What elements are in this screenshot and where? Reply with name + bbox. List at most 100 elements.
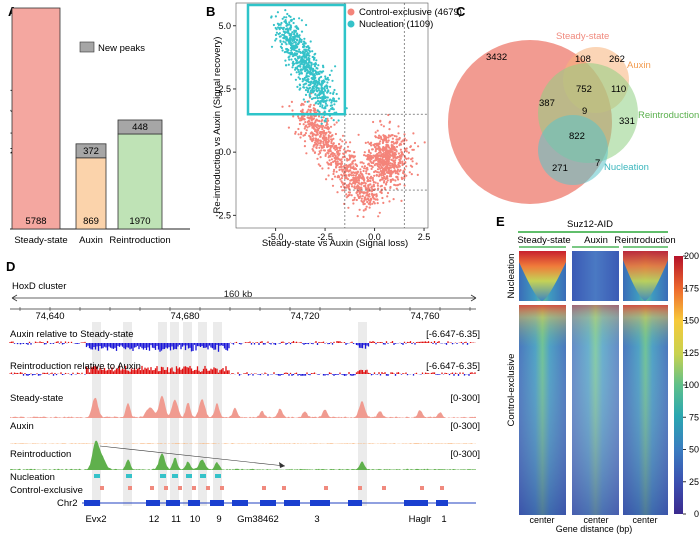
point-control-exclusive bbox=[330, 141, 333, 145]
point-nucleation bbox=[308, 86, 312, 89]
point-control-exclusive bbox=[376, 184, 379, 187]
point-control-exclusive bbox=[402, 163, 405, 166]
point-control-exclusive bbox=[306, 126, 309, 129]
point-nucleation bbox=[291, 39, 294, 43]
point-nucleation bbox=[277, 33, 280, 36]
point-control-exclusive bbox=[403, 133, 406, 136]
point-control-exclusive bbox=[345, 166, 348, 169]
gene-exon bbox=[348, 500, 362, 506]
point-nucleation bbox=[308, 94, 311, 97]
point-control-exclusive bbox=[361, 195, 364, 198]
point-control-exclusive bbox=[382, 167, 385, 170]
gene-exon bbox=[210, 500, 224, 506]
point-control-exclusive bbox=[367, 149, 371, 152]
point-control-exclusive bbox=[363, 184, 366, 188]
point-nucleation bbox=[304, 93, 308, 96]
point-control-exclusive bbox=[358, 182, 361, 185]
point-control-exclusive bbox=[407, 157, 410, 160]
point-control-exclusive bbox=[385, 139, 388, 142]
point-control-exclusive bbox=[382, 149, 385, 152]
point-control-exclusive bbox=[346, 149, 350, 152]
point-nucleation bbox=[297, 42, 300, 45]
point-control-exclusive bbox=[338, 146, 341, 149]
point-control-exclusive bbox=[345, 164, 348, 167]
venn-count-steady-reintro: 387 bbox=[539, 98, 555, 109]
point-nucleation bbox=[277, 26, 281, 29]
point-nucleation bbox=[320, 92, 323, 95]
point-control-exclusive bbox=[362, 169, 365, 173]
point-control-exclusive bbox=[389, 149, 392, 152]
point-control-exclusive bbox=[417, 145, 420, 148]
point-control-exclusive bbox=[366, 200, 369, 204]
point-control-exclusive bbox=[297, 133, 300, 136]
point-control-exclusive bbox=[395, 145, 399, 148]
point-control-exclusive bbox=[341, 169, 344, 172]
point-nucleation bbox=[337, 97, 340, 100]
point-nucleation bbox=[292, 64, 295, 67]
point-nucleation bbox=[294, 78, 297, 81]
point-nucleation bbox=[311, 55, 314, 59]
point-control-exclusive bbox=[383, 154, 386, 157]
point-control-exclusive bbox=[350, 194, 353, 197]
annotation-arrowhead bbox=[279, 462, 285, 468]
point-nucleation bbox=[335, 100, 338, 103]
scatter-ytick-label: -2.5 bbox=[215, 210, 231, 220]
point-control-exclusive bbox=[324, 153, 327, 156]
track-reintro-vs-auxin bbox=[9, 365, 476, 376]
point-nucleation bbox=[307, 78, 310, 81]
point-nucleation bbox=[318, 82, 321, 85]
point-control-exclusive bbox=[386, 177, 389, 180]
point-control-exclusive bbox=[310, 115, 313, 118]
point-nucleation bbox=[294, 25, 297, 28]
point-control-exclusive bbox=[375, 193, 378, 196]
point-control-exclusive bbox=[322, 116, 325, 119]
point-control-exclusive bbox=[402, 171, 405, 175]
point-control-exclusive bbox=[318, 119, 321, 122]
point-nucleation bbox=[288, 21, 291, 24]
point-nucleation bbox=[307, 56, 310, 60]
point-nucleation bbox=[306, 45, 309, 48]
point-control-exclusive bbox=[399, 154, 402, 157]
point-control-exclusive bbox=[353, 171, 356, 174]
chromosome-label: Chr2 bbox=[57, 498, 78, 509]
point-control-exclusive bbox=[375, 142, 378, 145]
point-control-exclusive bbox=[351, 154, 354, 157]
point-control-exclusive bbox=[344, 170, 347, 173]
point-nucleation bbox=[334, 65, 337, 68]
point-nucleation bbox=[313, 73, 316, 76]
point-control-exclusive bbox=[327, 167, 330, 170]
point-control-exclusive bbox=[297, 127, 300, 131]
point-control-exclusive bbox=[316, 143, 319, 146]
point-nucleation bbox=[296, 35, 299, 38]
gene-label-9: 9 bbox=[216, 514, 221, 525]
point-control-exclusive bbox=[330, 140, 333, 143]
point-nucleation bbox=[306, 100, 309, 103]
point-control-exclusive bbox=[353, 155, 356, 158]
bar-new-value-reintroduction: 448 bbox=[132, 122, 148, 133]
point-nucleation bbox=[297, 57, 300, 60]
point-control-exclusive bbox=[411, 160, 414, 163]
point-control-exclusive bbox=[408, 171, 411, 174]
point-control-exclusive bbox=[336, 156, 339, 159]
point-nucleation bbox=[316, 97, 319, 100]
point-control-exclusive bbox=[313, 151, 316, 154]
point-control-exclusive bbox=[310, 123, 313, 126]
point-nucleation bbox=[274, 33, 277, 37]
point-nucleation bbox=[292, 53, 295, 56]
point-control-exclusive bbox=[364, 182, 367, 185]
point-nucleation bbox=[310, 97, 314, 101]
venn-label-auxin: Auxin bbox=[627, 60, 651, 71]
point-control-exclusive bbox=[359, 168, 362, 171]
coordinate-axis bbox=[10, 307, 476, 311]
panel-letter-c: C bbox=[456, 4, 466, 19]
point-nucleation bbox=[303, 37, 306, 40]
point-nucleation bbox=[280, 43, 283, 46]
point-nucleation bbox=[320, 70, 323, 73]
point-control-exclusive bbox=[345, 176, 348, 179]
point-control-exclusive bbox=[363, 199, 366, 202]
point-control-exclusive bbox=[374, 131, 377, 134]
gene-exon bbox=[310, 500, 330, 506]
point-control-exclusive bbox=[348, 154, 351, 157]
control-peak bbox=[150, 486, 154, 490]
point-control-exclusive bbox=[394, 164, 397, 167]
